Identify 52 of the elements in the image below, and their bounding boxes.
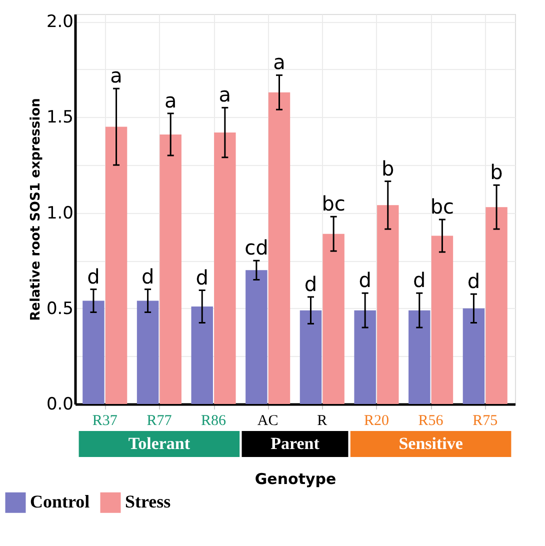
annotation: d xyxy=(413,268,426,292)
annotation: bc xyxy=(322,192,346,216)
annotation: d xyxy=(87,264,100,288)
y-tick-label: 2.0 xyxy=(46,12,74,32)
bar xyxy=(191,306,213,404)
bar xyxy=(322,234,344,404)
x-tick-label: R xyxy=(317,413,328,429)
annotation: d xyxy=(358,268,372,292)
bar xyxy=(408,310,430,404)
bar xyxy=(268,92,290,404)
x-tick-label: R37 xyxy=(92,413,118,429)
annotation: b xyxy=(490,160,503,184)
y-tick-label: 0.5 xyxy=(46,298,74,319)
annotation: d xyxy=(141,264,154,288)
text: Tolerant xyxy=(128,434,190,453)
bar xyxy=(462,308,485,404)
annotation: a xyxy=(110,64,122,88)
text: Parent xyxy=(270,434,320,453)
bar xyxy=(486,207,508,404)
bar xyxy=(300,310,322,404)
bar xyxy=(377,205,399,404)
bar xyxy=(105,126,128,404)
legend-label: Stress xyxy=(125,492,171,512)
bar xyxy=(82,300,104,404)
annotation: b xyxy=(382,156,394,180)
annotation: d xyxy=(196,265,208,290)
y-axis-title: Relative root SOS1 expression xyxy=(28,98,44,321)
y-tick-label: 1.5 xyxy=(46,108,74,128)
annotation: d xyxy=(467,269,480,294)
bar xyxy=(431,236,454,404)
annotation: a xyxy=(218,82,232,107)
bar xyxy=(136,300,159,404)
x-axis-title: Genotype xyxy=(254,470,336,488)
bar xyxy=(354,310,376,404)
bar xyxy=(246,270,268,404)
annotation: a xyxy=(164,88,177,112)
annotation: cd xyxy=(244,236,268,260)
text: Sensitive xyxy=(398,434,464,453)
x-tick-label: R56 xyxy=(418,413,444,429)
y-tick-label: 0.0 xyxy=(46,394,74,414)
annotation: a xyxy=(273,50,286,74)
x-tick-label: R75 xyxy=(472,413,498,429)
x-tick-label: R77 xyxy=(146,413,172,429)
legend-label: Control xyxy=(30,492,90,512)
y-tick-label: 1.0 xyxy=(46,203,74,224)
annotation: bc xyxy=(430,194,454,219)
x-tick-label: AC xyxy=(257,413,278,429)
bar xyxy=(214,132,236,404)
bar xyxy=(160,134,182,404)
x-tick-label: R86 xyxy=(201,413,227,429)
x-tick-label: R20 xyxy=(364,413,389,429)
annotation: d xyxy=(304,272,318,296)
